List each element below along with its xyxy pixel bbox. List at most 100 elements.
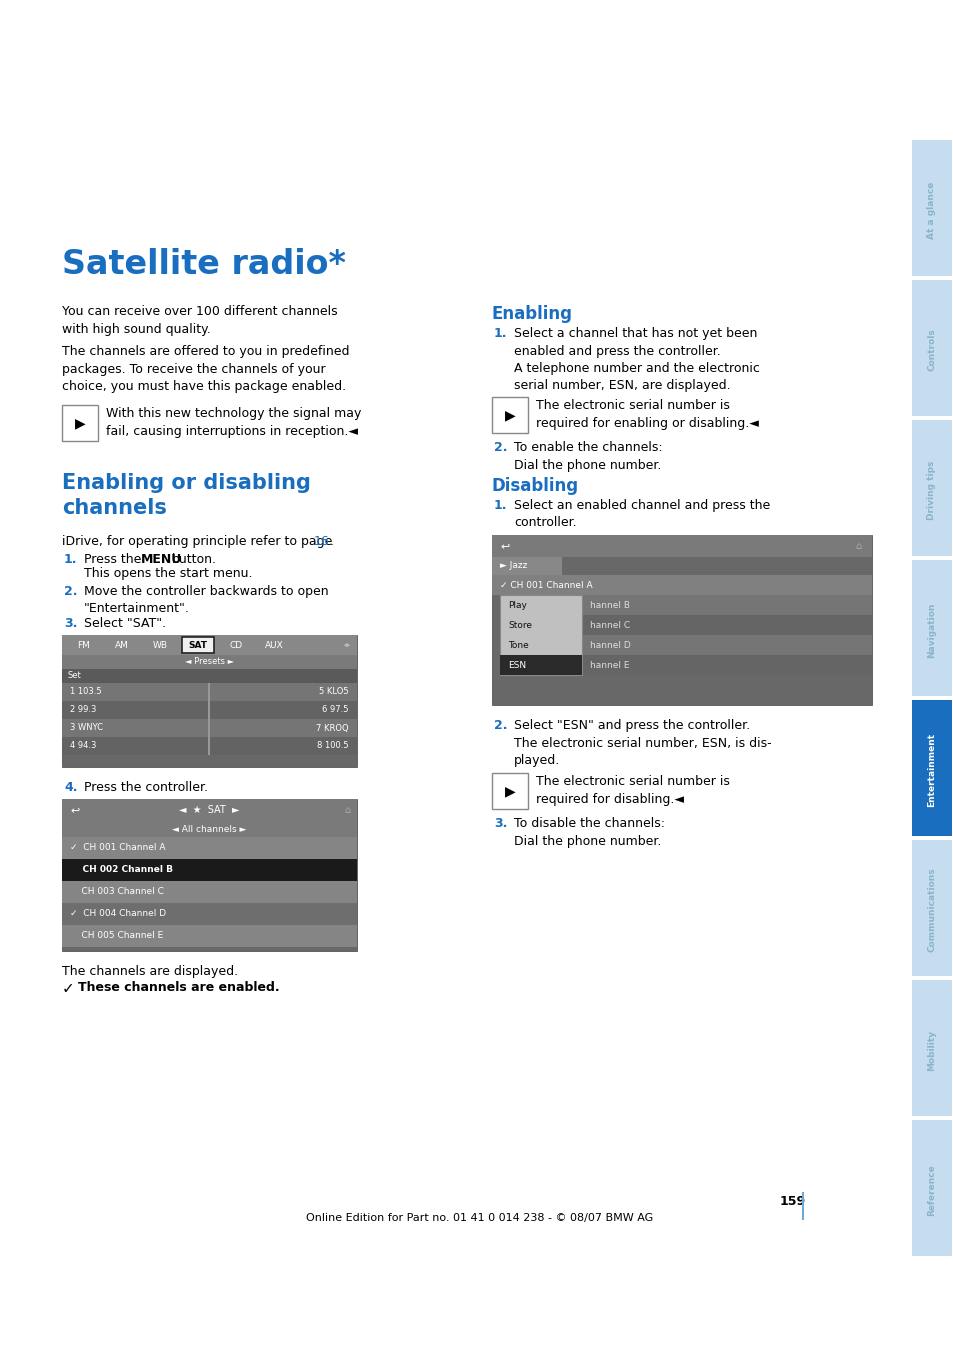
- Bar: [62, 405, 98, 441]
- Text: 2 99.3: 2 99.3: [70, 706, 96, 714]
- Bar: [911, 1120, 951, 1256]
- Text: FM: FM: [77, 640, 91, 649]
- Text: Press the controller.: Press the controller.: [84, 782, 208, 794]
- Bar: [62, 634, 356, 655]
- Bar: [581, 655, 871, 675]
- Text: Driving tips: Driving tips: [926, 460, 936, 520]
- Text: Entertainment: Entertainment: [926, 733, 936, 807]
- Text: ▶: ▶: [74, 416, 85, 431]
- Text: ESN: ESN: [507, 660, 525, 670]
- Text: Press the: Press the: [84, 554, 145, 566]
- Text: 3.: 3.: [64, 617, 77, 630]
- Bar: [62, 799, 356, 950]
- Text: 5 KLO5: 5 KLO5: [319, 687, 349, 697]
- Bar: [182, 637, 213, 653]
- Text: 2.: 2.: [494, 441, 507, 454]
- Text: At a glance: At a glance: [926, 181, 936, 239]
- Bar: [62, 837, 356, 859]
- Text: Play: Play: [507, 601, 526, 609]
- Text: Disabling: Disabling: [492, 477, 578, 495]
- Text: 4 94.3: 4 94.3: [70, 741, 96, 751]
- Text: ✓  CH 001 Channel A: ✓ CH 001 Channel A: [70, 844, 165, 852]
- Bar: [499, 655, 581, 675]
- Text: ✓: ✓: [62, 981, 74, 996]
- Bar: [62, 701, 356, 720]
- Text: Enabling or disabling
channels: Enabling or disabling channels: [62, 472, 311, 518]
- Text: AUX: AUX: [264, 640, 283, 649]
- Text: Controls: Controls: [926, 328, 936, 371]
- Text: Online Edition for Part no. 01 41 0 014 238 - © 08/07 BMW AG: Online Edition for Part no. 01 41 0 014 …: [306, 1214, 653, 1223]
- Text: 16: 16: [314, 535, 330, 548]
- Text: ⌂: ⌂: [855, 541, 862, 551]
- Bar: [62, 683, 356, 701]
- Text: 1.: 1.: [64, 554, 77, 566]
- Text: SAT: SAT: [189, 640, 208, 649]
- Bar: [911, 420, 951, 556]
- Bar: [911, 140, 951, 275]
- Text: CH 005 Channel E: CH 005 Channel E: [70, 931, 163, 941]
- Text: hannel D: hannel D: [589, 640, 630, 649]
- Bar: [62, 720, 356, 737]
- Text: button.: button.: [172, 554, 216, 566]
- Text: Store: Store: [507, 621, 532, 629]
- Text: To disable the channels:
Dial the phone number.: To disable the channels: Dial the phone …: [514, 817, 664, 848]
- Text: 2.: 2.: [494, 720, 507, 732]
- Bar: [581, 634, 871, 655]
- Text: 1.: 1.: [494, 327, 507, 340]
- Text: 3.: 3.: [494, 817, 507, 830]
- Bar: [492, 774, 527, 809]
- Text: ✓ CH 001 Channel A: ✓ CH 001 Channel A: [499, 580, 592, 590]
- Text: .: .: [330, 535, 334, 548]
- Text: CD: CD: [230, 640, 242, 649]
- Bar: [62, 925, 356, 946]
- Bar: [499, 595, 581, 675]
- Bar: [208, 683, 210, 701]
- Text: These channels are enabled.: These channels are enabled.: [78, 981, 279, 994]
- Text: CH 002 Channel B: CH 002 Channel B: [70, 865, 172, 875]
- Bar: [62, 799, 356, 821]
- Bar: [911, 840, 951, 976]
- Bar: [492, 558, 561, 575]
- Text: Set: Set: [68, 671, 82, 680]
- Text: ► Jazz: ► Jazz: [499, 562, 527, 571]
- Text: ◃▹: ◃▹: [343, 643, 350, 648]
- Text: ▶: ▶: [504, 408, 515, 423]
- Text: Communications: Communications: [926, 868, 936, 952]
- Bar: [62, 903, 356, 925]
- Text: 159: 159: [780, 1195, 805, 1208]
- Text: iDrive, for operating principle refer to page: iDrive, for operating principle refer to…: [62, 535, 336, 548]
- Bar: [208, 737, 210, 755]
- Text: The electronic serial number is
required for disabling.◄: The electronic serial number is required…: [536, 775, 729, 806]
- Text: Select "SAT".: Select "SAT".: [84, 617, 166, 630]
- Text: ↩: ↩: [499, 541, 509, 551]
- Bar: [801, 1192, 803, 1220]
- Bar: [492, 397, 527, 433]
- Bar: [62, 634, 356, 767]
- Bar: [208, 701, 210, 720]
- Text: Select "ESN" and press the controller.
The electronic serial number, ESN, is dis: Select "ESN" and press the controller. T…: [514, 720, 771, 767]
- Text: hannel E: hannel E: [589, 660, 629, 670]
- Bar: [62, 655, 356, 670]
- Bar: [911, 279, 951, 416]
- Bar: [911, 701, 951, 836]
- Text: Reference: Reference: [926, 1164, 936, 1216]
- Text: To enable the channels:
Dial the phone number.: To enable the channels: Dial the phone n…: [514, 441, 662, 471]
- Text: With this new technology the signal may
fail, causing interruptions in reception: With this new technology the signal may …: [106, 406, 361, 437]
- Text: Move the controller backwards to open
"Entertainment".: Move the controller backwards to open "E…: [84, 585, 328, 616]
- Text: 6 97.5: 6 97.5: [322, 706, 349, 714]
- Text: Navigation: Navigation: [926, 602, 936, 657]
- Text: Select a channel that has not yet been
enabled and press the controller.
A telep: Select a channel that has not yet been e…: [514, 327, 760, 393]
- Text: CH 003 Channel C: CH 003 Channel C: [70, 887, 164, 896]
- Text: ⌂: ⌂: [343, 805, 350, 815]
- Text: Satellite radio*: Satellite radio*: [62, 248, 346, 281]
- Bar: [911, 560, 951, 697]
- Bar: [62, 882, 356, 903]
- Text: WB: WB: [152, 640, 168, 649]
- Text: hannel B: hannel B: [589, 601, 629, 609]
- Text: The electronic serial number is
required for enabling or disabling.◄: The electronic serial number is required…: [536, 400, 758, 429]
- Bar: [62, 737, 356, 755]
- Text: ▶: ▶: [504, 784, 515, 798]
- Text: ◄ Presets ►: ◄ Presets ►: [185, 657, 233, 667]
- Text: ◄  ★  SAT  ►: ◄ ★ SAT ►: [179, 805, 239, 815]
- Text: 3 WNYC: 3 WNYC: [70, 724, 103, 733]
